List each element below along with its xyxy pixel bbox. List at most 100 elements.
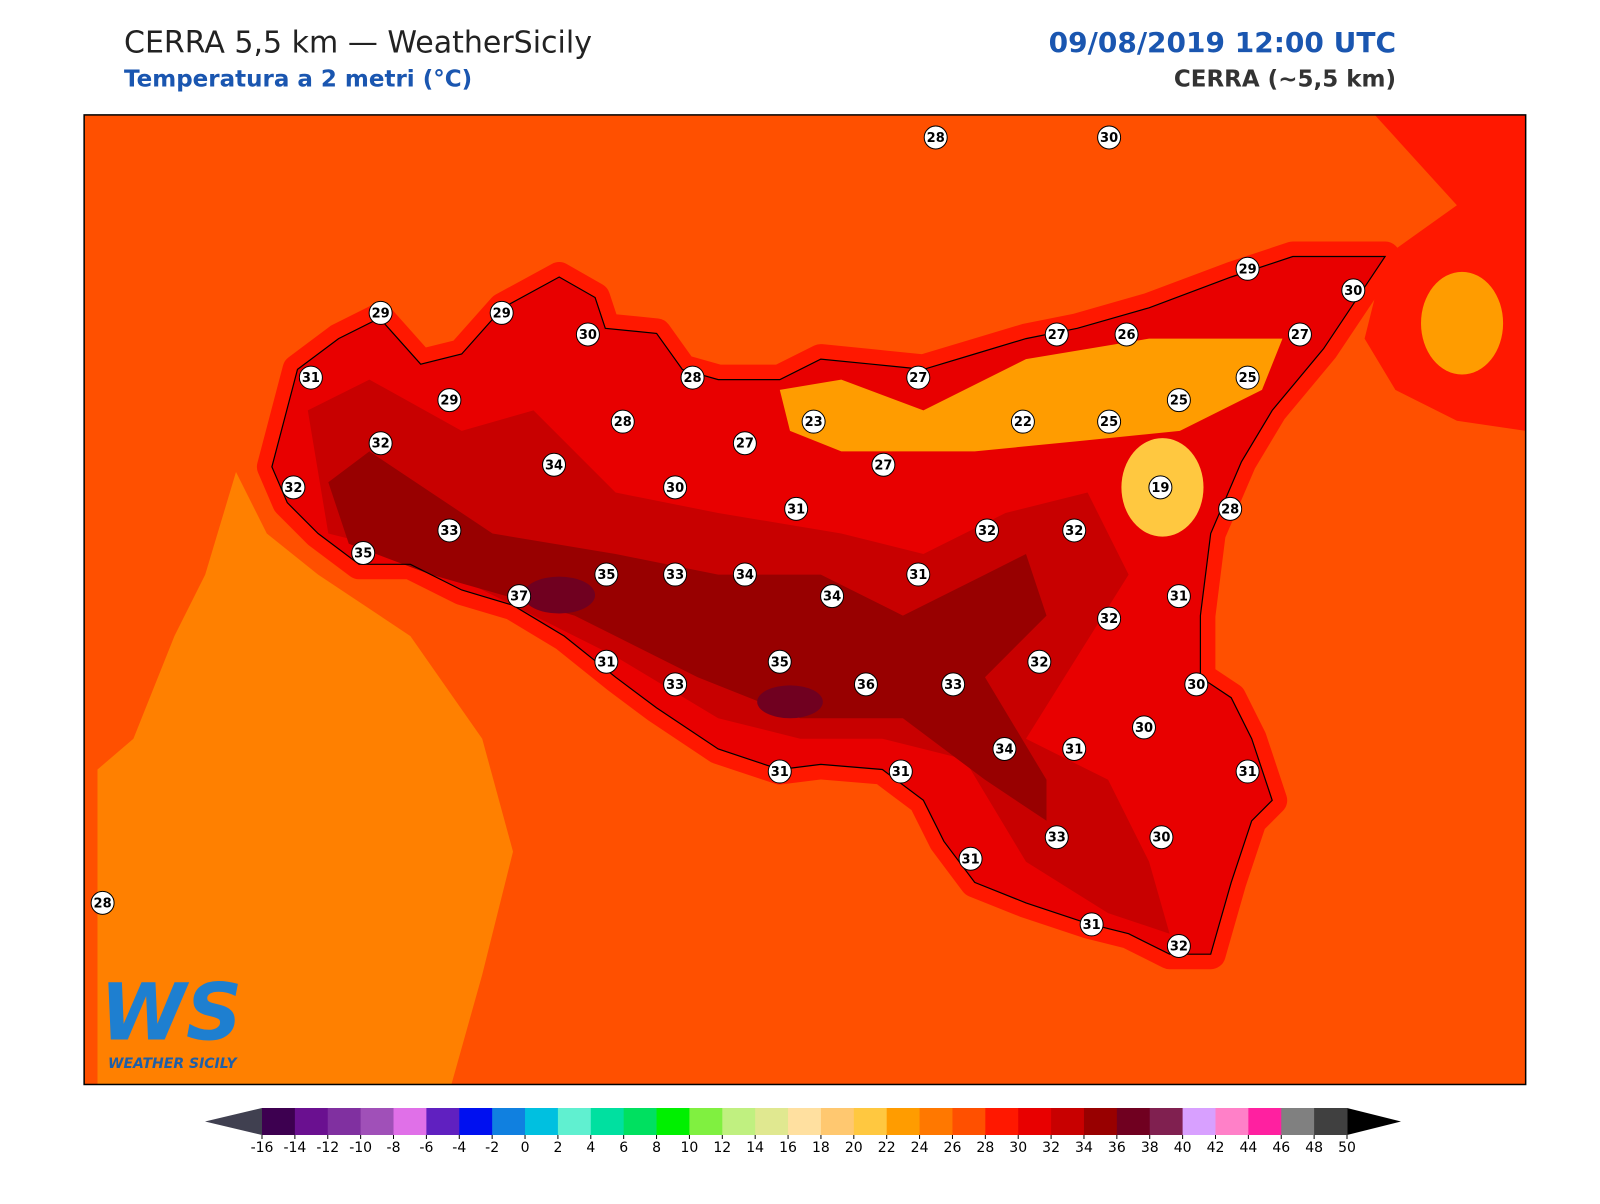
station-marker [368,431,393,456]
colorbar-box [557,1108,592,1135]
colorbar-tick-label: 50 [1338,1140,1356,1156]
station-value: 27 [1291,328,1309,343]
station-value: 30 [1344,284,1362,299]
map [83,114,1527,1086]
logo-name: WEATHER SICILY [108,1056,239,1072]
colorbar-box [985,1108,1019,1135]
colorbar-box [492,1108,526,1135]
station-marker [784,496,809,521]
station-value: 32 [284,481,302,496]
station-value: 32 [978,524,996,539]
colorbar-tick-label: 26 [944,1140,962,1156]
station-value: 34 [995,742,1013,757]
hotspot [523,576,596,614]
colorbar-box [1116,1108,1151,1135]
colorbar-tick-label: -8 [387,1140,401,1156]
station-marker [820,584,845,609]
station-value: 27 [909,371,927,386]
station-marker [594,562,619,587]
station-value: 31 [1065,742,1083,757]
station-value: 29 [493,306,511,321]
station-value: 34 [545,458,563,473]
colorbar-box [360,1108,395,1135]
station-marker [732,431,757,456]
station-value: 32 [1065,524,1083,539]
station-value: 30 [1187,678,1205,693]
station-value: 30 [1135,721,1153,736]
colorbar-box [788,1108,822,1135]
colorbar-tick-label: 4 [586,1140,595,1156]
station-marker [1166,933,1191,958]
colorbar-box [327,1108,362,1135]
colorbar-box [262,1108,296,1135]
station-marker [542,452,567,477]
colorbar-box [919,1108,953,1135]
colorbar-tick-label: -4 [452,1140,466,1156]
colorbar-box [1182,1108,1216,1135]
station-marker [1218,496,1243,521]
station-value: 29 [440,394,458,409]
colorbar-tick-label: 10 [681,1140,699,1156]
station-marker [368,300,393,325]
colorbar-box [1083,1108,1118,1135]
station-value: 37 [510,590,528,605]
colorbar-box [1018,1108,1052,1135]
stations: 28 30 29 30 29 29 30 27 26 27 31 29 28 27 25 25 28 23 22 25… [90,125,1366,958]
colorbar-tick-label: 12 [713,1140,731,1156]
station-marker [1131,715,1156,740]
colorbar-box [1281,1108,1315,1135]
colorbar-tick-label: 38 [1141,1140,1159,1156]
station-value: 28 [927,131,945,146]
colorbar-tick-label: 28 [976,1140,994,1156]
station-marker [489,300,514,325]
station-value: 30 [579,328,597,343]
colorbar-box [525,1108,559,1135]
colorbar-tick-label: -16 [251,1140,274,1156]
station-value: 31 [302,371,320,386]
station-marker [1287,322,1312,347]
station-marker [663,475,688,500]
station-marker [437,388,462,413]
station-marker [680,365,705,390]
colorbar-box [853,1108,888,1135]
station-marker [1149,825,1174,850]
colorbar-tick-label: 8 [652,1140,661,1156]
colorbar: -16 -14 -12 -10 -8 -6 -4 -2 0 2 4 6 8 10 12 14 16 18 20 22 2… [205,1108,1401,1156]
station-marker [298,365,323,390]
station-value: 28 [1221,502,1239,517]
station-value: 33 [666,568,684,583]
colorbar-tick-label: 2 [553,1140,562,1156]
colorbar-box [656,1108,690,1135]
colorbar-box [1248,1108,1282,1135]
colorbar-tick-label: 44 [1239,1140,1257,1156]
colorbar-box [590,1108,625,1135]
station-marker [610,409,635,434]
subtitle: Temperatura a 2 metri (°C) [124,67,472,93]
colorbar-tick-label: 22 [878,1140,896,1156]
station-value: 34 [823,590,841,605]
colorbar-tick-label: 6 [619,1140,628,1156]
colorbar-tick-label: 20 [845,1140,863,1156]
colorbar-box [1149,1108,1184,1135]
station-value: 29 [1239,262,1257,277]
station-value: 31 [1170,590,1188,605]
station-marker [1027,649,1052,674]
colorbar-tick-label: -14 [283,1140,306,1156]
station-marker [888,759,913,784]
datetime: 09/08/2019 12:00 UTC [1049,26,1396,59]
station-marker [767,649,792,674]
station-marker [663,562,688,587]
station-value: 32 [1030,655,1048,670]
station-marker [1079,912,1104,937]
colorbar-box [722,1108,756,1135]
colorbar-box [294,1108,329,1135]
station-value: 33 [1048,831,1066,846]
interior-hotter [328,451,1047,821]
colorbar-under [205,1108,262,1135]
station-marker [1114,322,1139,347]
station-marker [1062,736,1087,761]
station-value: 35 [354,547,372,562]
station-marker [1235,256,1260,281]
station-value: 30 [1152,831,1170,846]
station-marker [732,562,757,587]
